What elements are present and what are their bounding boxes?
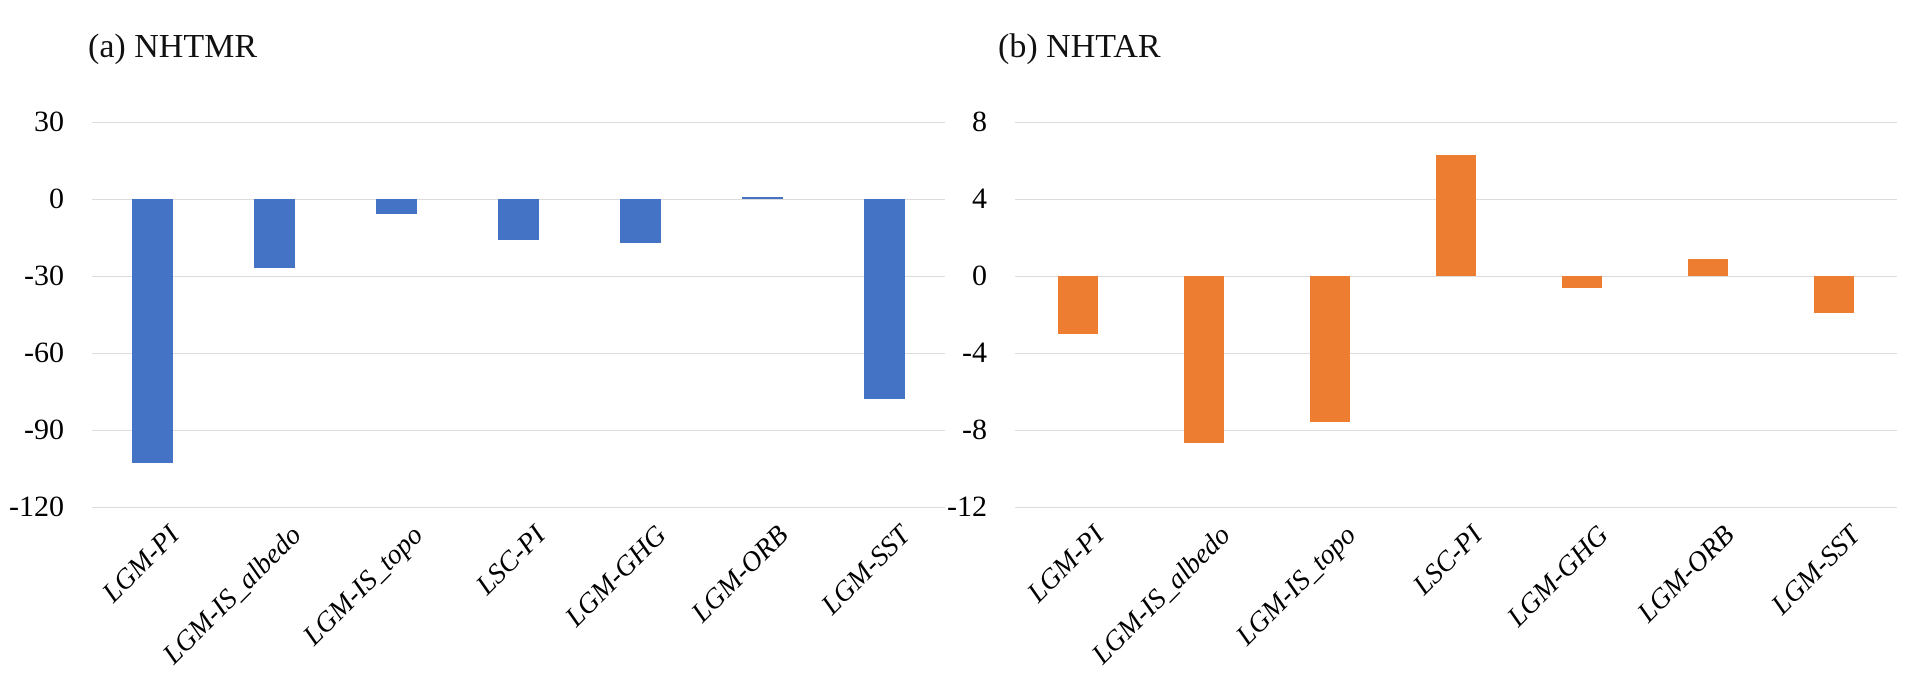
bar-LGM-IS_albedo: [254, 199, 296, 269]
bar-LGM-SST: [863, 199, 905, 400]
bar-LGM-ORB: [741, 196, 783, 199]
y-tick-label: -30: [24, 259, 64, 292]
x-category-label: LGM-IS_topo: [1230, 519, 1363, 652]
gridline: [1015, 122, 1897, 123]
y-tick-label: -90: [24, 413, 64, 446]
y-tick-label: 4: [972, 182, 987, 215]
bar-LGM-IS_albedo: [1184, 276, 1224, 444]
y-tick-label: 8: [972, 105, 987, 138]
gridline: [1015, 353, 1897, 354]
x-category-label: LGM-ORB: [1631, 519, 1741, 629]
bar-LGM-PI: [132, 199, 174, 464]
gridline: [92, 122, 945, 123]
x-category-label: LGM-IS_albedo: [1085, 519, 1237, 671]
y-tick-label: 0: [49, 182, 64, 215]
x-category-label: LGM-PI: [1021, 519, 1111, 609]
x-category-label: LGM-GHG: [1501, 519, 1615, 633]
y-tick-label: 30: [34, 105, 64, 138]
x-category-label: LGM-ORB: [685, 519, 795, 629]
gridline: [92, 276, 945, 277]
gridline: [1015, 276, 1897, 277]
chart-a-title: (a) NHTMR: [88, 28, 258, 65]
gridline: [1015, 507, 1897, 508]
chart-b-plot-area: 8 4 0 -4 -8 -12 LGM-PI LGM-IS_albedo LGM-IS_topo…: [947, 107, 1897, 670]
bar-LSC-PI: [1436, 154, 1476, 276]
bar-LGM-GHG: [1562, 276, 1602, 288]
x-category-label: LSC-PI: [469, 519, 552, 601]
y-tick-label: -8: [962, 413, 987, 446]
y-tick-label: -120: [9, 490, 64, 523]
gridline: [92, 507, 945, 508]
bar-LGM-ORB: [1688, 258, 1728, 276]
x-category-label: LGM-SST: [1765, 519, 1867, 621]
bar-LGM-IS_topo: [1310, 276, 1350, 423]
bar-LGM-SST: [1814, 276, 1854, 313]
x-category-label: LGM-IS_topo: [297, 519, 430, 652]
y-tick-label: -60: [24, 336, 64, 369]
bar-LSC-PI: [498, 199, 539, 241]
x-category-label: LSC-PI: [1407, 519, 1489, 601]
bar-LGM-PI: [1058, 276, 1098, 334]
chart-a-plot-area: 30 0 -30 -60 -90 -120 LGM-PI LGM-IS_albedo LGM-I…: [9, 107, 945, 670]
bar-LGM-GHG: [619, 199, 661, 243]
y-tick-label: -4: [962, 336, 987, 369]
x-category-label: LGM-GHG: [559, 519, 673, 633]
y-tick-label: -12: [947, 490, 987, 523]
gridline: [1015, 430, 1897, 431]
gridline: [92, 430, 945, 431]
x-category-label: LGM-SST: [815, 519, 917, 621]
chart-b-title: (b) NHTAR: [998, 28, 1161, 65]
gridline: [92, 353, 945, 354]
x-category-label: LGM-PI: [96, 519, 186, 609]
y-tick-label: 0: [972, 259, 987, 292]
bar-LGM-IS_topo: [376, 199, 418, 215]
